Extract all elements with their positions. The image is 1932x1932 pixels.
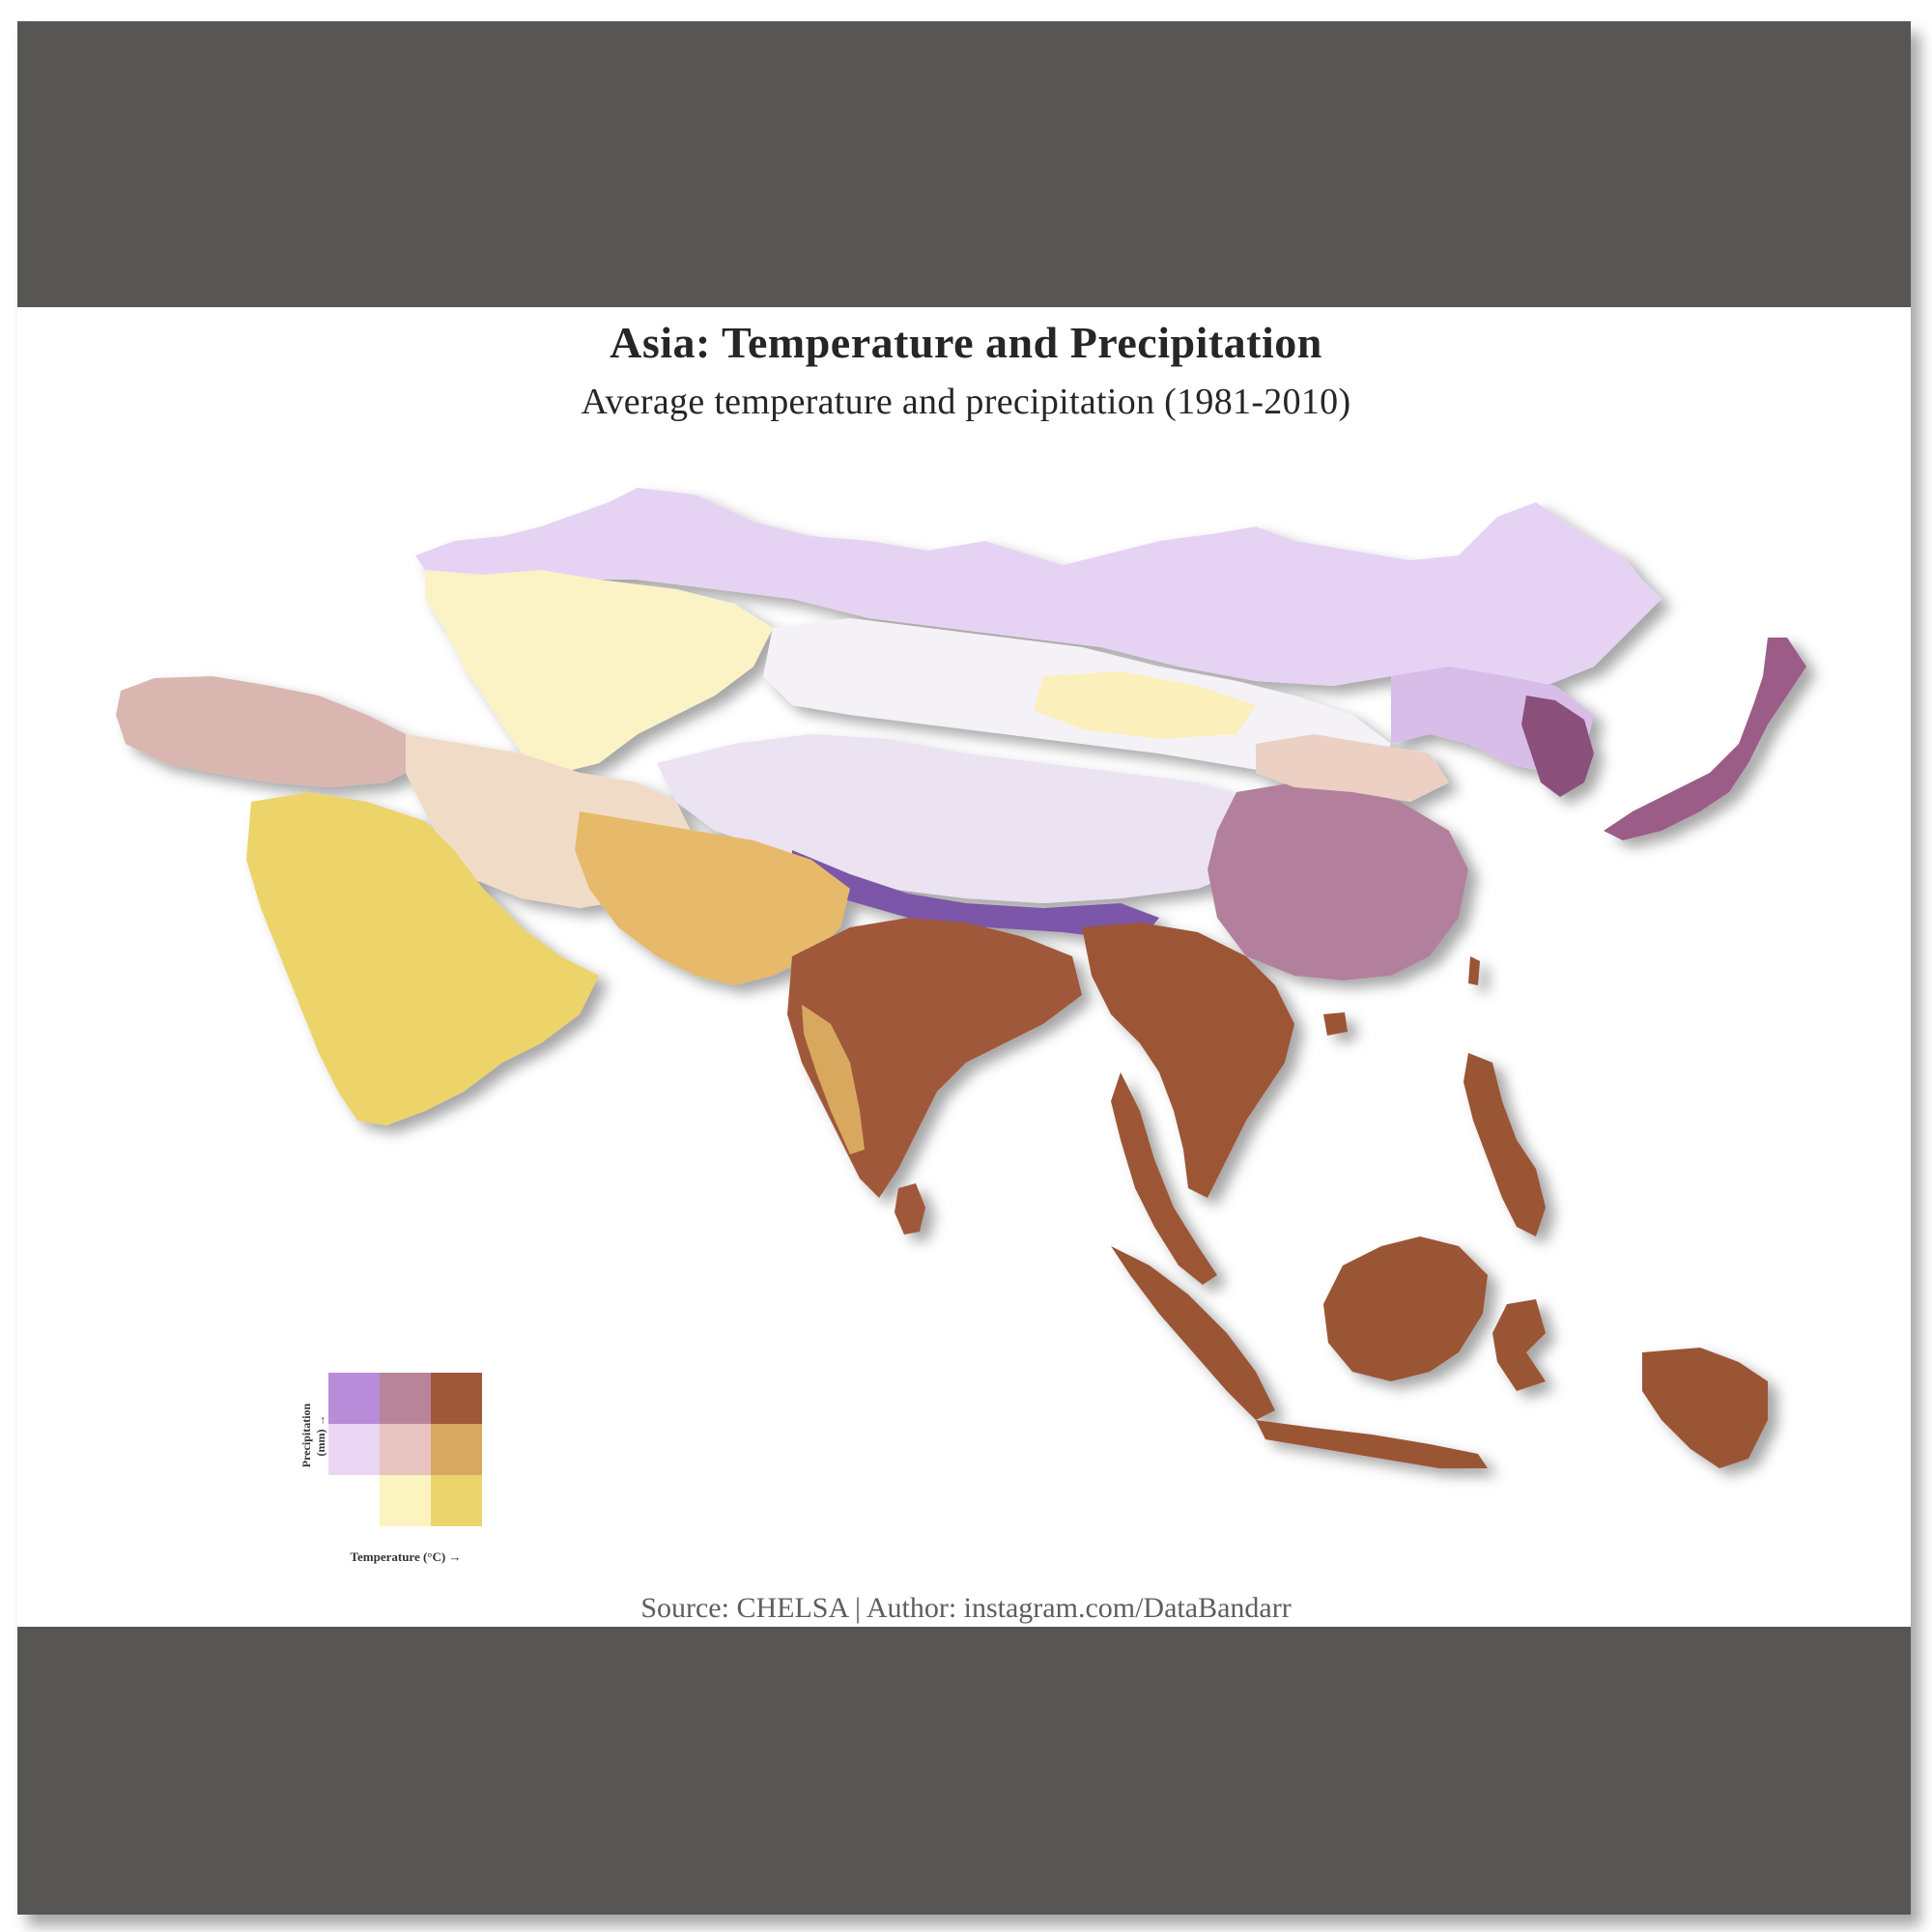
region-gobi bbox=[1034, 671, 1256, 739]
legend-cell-r1-c1 bbox=[380, 1424, 431, 1475]
region-pakistan bbox=[575, 811, 850, 985]
legend-cell-r1-c0 bbox=[328, 1424, 380, 1475]
region-himalaya bbox=[792, 850, 1159, 942]
legend-cell-r2-c2 bbox=[431, 1475, 482, 1526]
region-java bbox=[1256, 1420, 1488, 1468]
region-sulawesi bbox=[1492, 1299, 1546, 1391]
region-hainan bbox=[1323, 1012, 1348, 1036]
region-korea bbox=[1521, 696, 1594, 797]
bottom-band bbox=[17, 1627, 1911, 1915]
map-subtitle: Average temperature and precipitation (1… bbox=[581, 382, 1351, 422]
region-north-china bbox=[1256, 734, 1449, 802]
legend-cell-r2-c0 bbox=[328, 1475, 380, 1526]
legend-precipitation-label: Precipitation (mm) → bbox=[299, 1403, 327, 1468]
source-credit: Source: CHELSA | Author: instagram.com/D… bbox=[640, 1592, 1292, 1624]
landmass bbox=[116, 488, 1806, 1468]
region-indochina bbox=[1082, 923, 1294, 1198]
region-sumatra bbox=[1111, 1246, 1275, 1420]
region-new-guinea bbox=[1642, 1348, 1768, 1468]
relief-texture bbox=[97, 483, 1835, 1497]
region-east-china bbox=[1208, 782, 1468, 980]
legend-cell-r2-c1 bbox=[380, 1475, 431, 1526]
legend-temperature-label: Temperature (°C) → bbox=[350, 1549, 462, 1564]
region-japan bbox=[1604, 638, 1806, 840]
region-central-asia bbox=[425, 570, 773, 773]
region-arabia bbox=[246, 792, 599, 1125]
bivariate-legend bbox=[328, 1373, 482, 1526]
legend-cell-r1-c2 bbox=[431, 1424, 482, 1475]
region-philippines bbox=[1463, 1053, 1546, 1236]
region-taiwan bbox=[1468, 956, 1480, 985]
region-siberia bbox=[415, 488, 1662, 686]
region-malay-peninsula bbox=[1111, 1072, 1217, 1285]
legend-cell-r0-c0 bbox=[328, 1373, 380, 1424]
map-title: Asia: Temperature and Precipitation bbox=[610, 318, 1322, 367]
region-anatolia bbox=[116, 676, 425, 787]
region-borneo bbox=[1323, 1236, 1488, 1381]
top-band bbox=[17, 21, 1911, 307]
legend-cell-r0-c1 bbox=[380, 1373, 431, 1424]
legend-cell-r0-c2 bbox=[431, 1373, 482, 1424]
region-sri-lanka bbox=[895, 1183, 925, 1235]
region-india-west bbox=[802, 1005, 865, 1154]
